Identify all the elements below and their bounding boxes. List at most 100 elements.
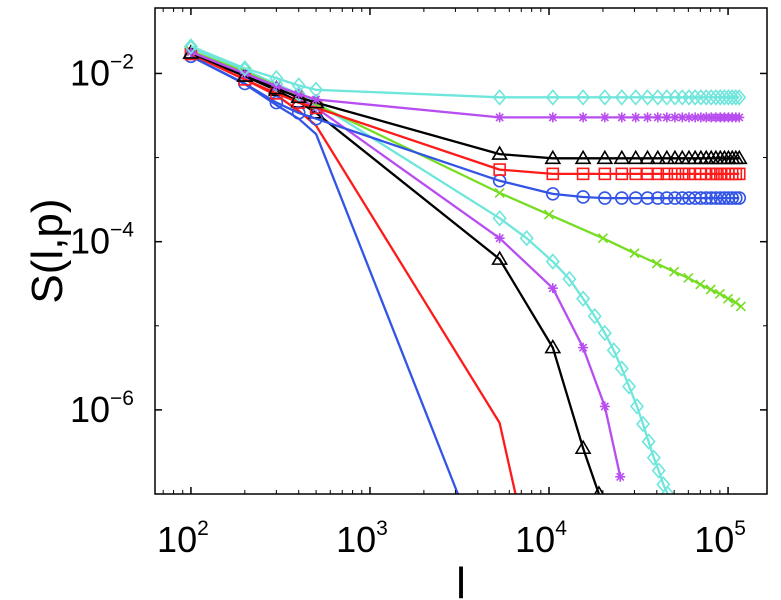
x-tick-label: 102 [157,517,209,560]
data-point [491,250,509,265]
data-point [574,439,592,455]
data-point [699,191,714,205]
data-point [598,167,612,181]
data-point [578,342,589,353]
data-point [291,106,306,120]
data-point [615,167,629,181]
data-point [705,284,716,295]
data-point [732,89,747,106]
data-point [597,89,612,106]
data-point [627,149,645,165]
y-tick-label: 10−2 [70,50,134,93]
data-point [652,112,663,123]
data-point [651,258,662,269]
data-point [704,89,719,106]
data-point [183,38,198,55]
data-point [640,191,655,205]
data-point [668,167,682,181]
data-point [494,233,505,244]
y-tick-label: 10−6 [70,387,134,430]
data-point [640,89,655,106]
data-point [494,187,505,198]
data-point [688,191,702,205]
data-point [683,112,694,123]
data-point [641,433,656,450]
data-point [729,191,743,205]
data-point [546,167,560,181]
data-point [574,149,592,165]
tick-layer: 102 103 104 105 10−2 10−4 10−6 [70,8,767,560]
data-point [544,339,562,354]
data-point [597,233,608,244]
data-point [734,112,745,123]
data-point [606,342,621,359]
data-point [669,112,680,123]
data-point [576,89,591,106]
data-point [668,191,682,205]
blue-circle-line [184,49,747,205]
purple-asterisk-line [185,46,745,123]
data-point [614,360,629,377]
data-point [545,253,560,270]
x-axis-label: l [456,559,466,600]
data-point [683,272,694,284]
series-layer [182,38,748,494]
data-point [732,191,747,205]
data-point [491,145,509,160]
data-point [578,112,589,123]
data-point [704,191,718,205]
data-point [660,167,674,181]
data-point [239,68,250,79]
data-point [650,191,665,205]
data-point [730,149,748,165]
data-point [599,112,610,123]
data-point [651,462,666,479]
data-point [635,415,651,433]
data-point [735,301,746,312]
data-point [622,378,637,395]
data-point [661,112,672,123]
x-tick-label: 105 [694,517,746,560]
data-point [649,149,667,165]
data-point [675,89,690,106]
data-point [630,112,641,123]
data-point [546,187,560,201]
data-point [677,112,688,123]
data-point [681,89,697,106]
data-point [307,94,325,109]
data-point [688,89,703,106]
data-point [599,401,610,412]
data-point [615,471,626,482]
data-point [547,283,558,294]
data-point [576,167,590,181]
data-point [615,191,629,205]
data-point [642,112,653,123]
data-point [547,112,558,123]
data-point [695,279,706,290]
data-point [309,81,324,98]
data-point [694,191,708,205]
data-point [730,297,741,308]
data-point [493,163,506,176]
data-point [651,167,665,181]
data-point [597,324,612,342]
plot-frame [154,7,768,495]
data-point [545,89,560,106]
data-point [675,167,689,181]
data-point [543,209,555,220]
data-point [519,229,534,247]
data-point [714,288,725,299]
data-point [695,112,706,123]
data-point [660,191,674,205]
plot-area [155,8,767,494]
data-point [722,293,734,304]
data-point [269,95,284,110]
data-point [596,149,614,165]
data-point [690,112,701,123]
data-point [311,94,322,105]
data-point [562,270,577,288]
data-point [725,191,740,205]
data-point [669,266,680,277]
data-point [675,191,690,205]
